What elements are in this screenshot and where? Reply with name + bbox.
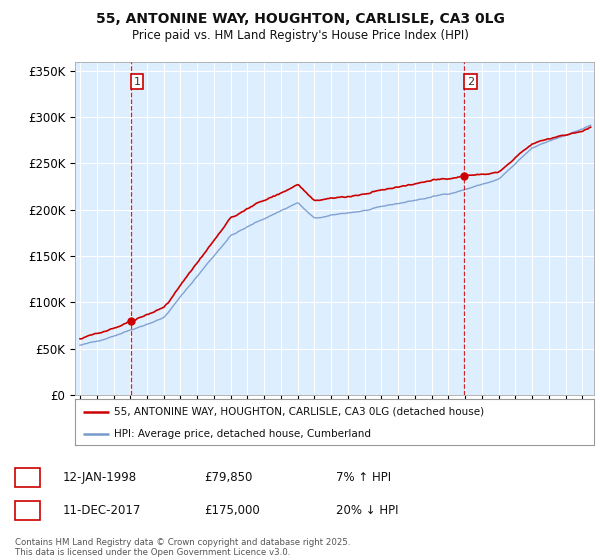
Text: 2: 2: [467, 77, 474, 87]
Text: 1: 1: [24, 470, 31, 484]
Text: Price paid vs. HM Land Registry's House Price Index (HPI): Price paid vs. HM Land Registry's House …: [131, 29, 469, 42]
Text: 55, ANTONINE WAY, HOUGHTON, CARLISLE, CA3 0LG: 55, ANTONINE WAY, HOUGHTON, CARLISLE, CA…: [95, 12, 505, 26]
Text: 11-DEC-2017: 11-DEC-2017: [63, 504, 142, 517]
Text: £175,000: £175,000: [204, 504, 260, 517]
Text: Contains HM Land Registry data © Crown copyright and database right 2025.
This d: Contains HM Land Registry data © Crown c…: [15, 538, 350, 557]
Text: 2: 2: [24, 504, 31, 517]
Text: 12-JAN-1998: 12-JAN-1998: [63, 470, 137, 484]
Text: HPI: Average price, detached house, Cumberland: HPI: Average price, detached house, Cumb…: [114, 429, 371, 438]
Text: £79,850: £79,850: [204, 470, 253, 484]
Text: 1: 1: [133, 77, 140, 87]
Text: 55, ANTONINE WAY, HOUGHTON, CARLISLE, CA3 0LG (detached house): 55, ANTONINE WAY, HOUGHTON, CARLISLE, CA…: [114, 407, 484, 417]
Text: 7% ↑ HPI: 7% ↑ HPI: [336, 470, 391, 484]
Text: 20% ↓ HPI: 20% ↓ HPI: [336, 504, 398, 517]
